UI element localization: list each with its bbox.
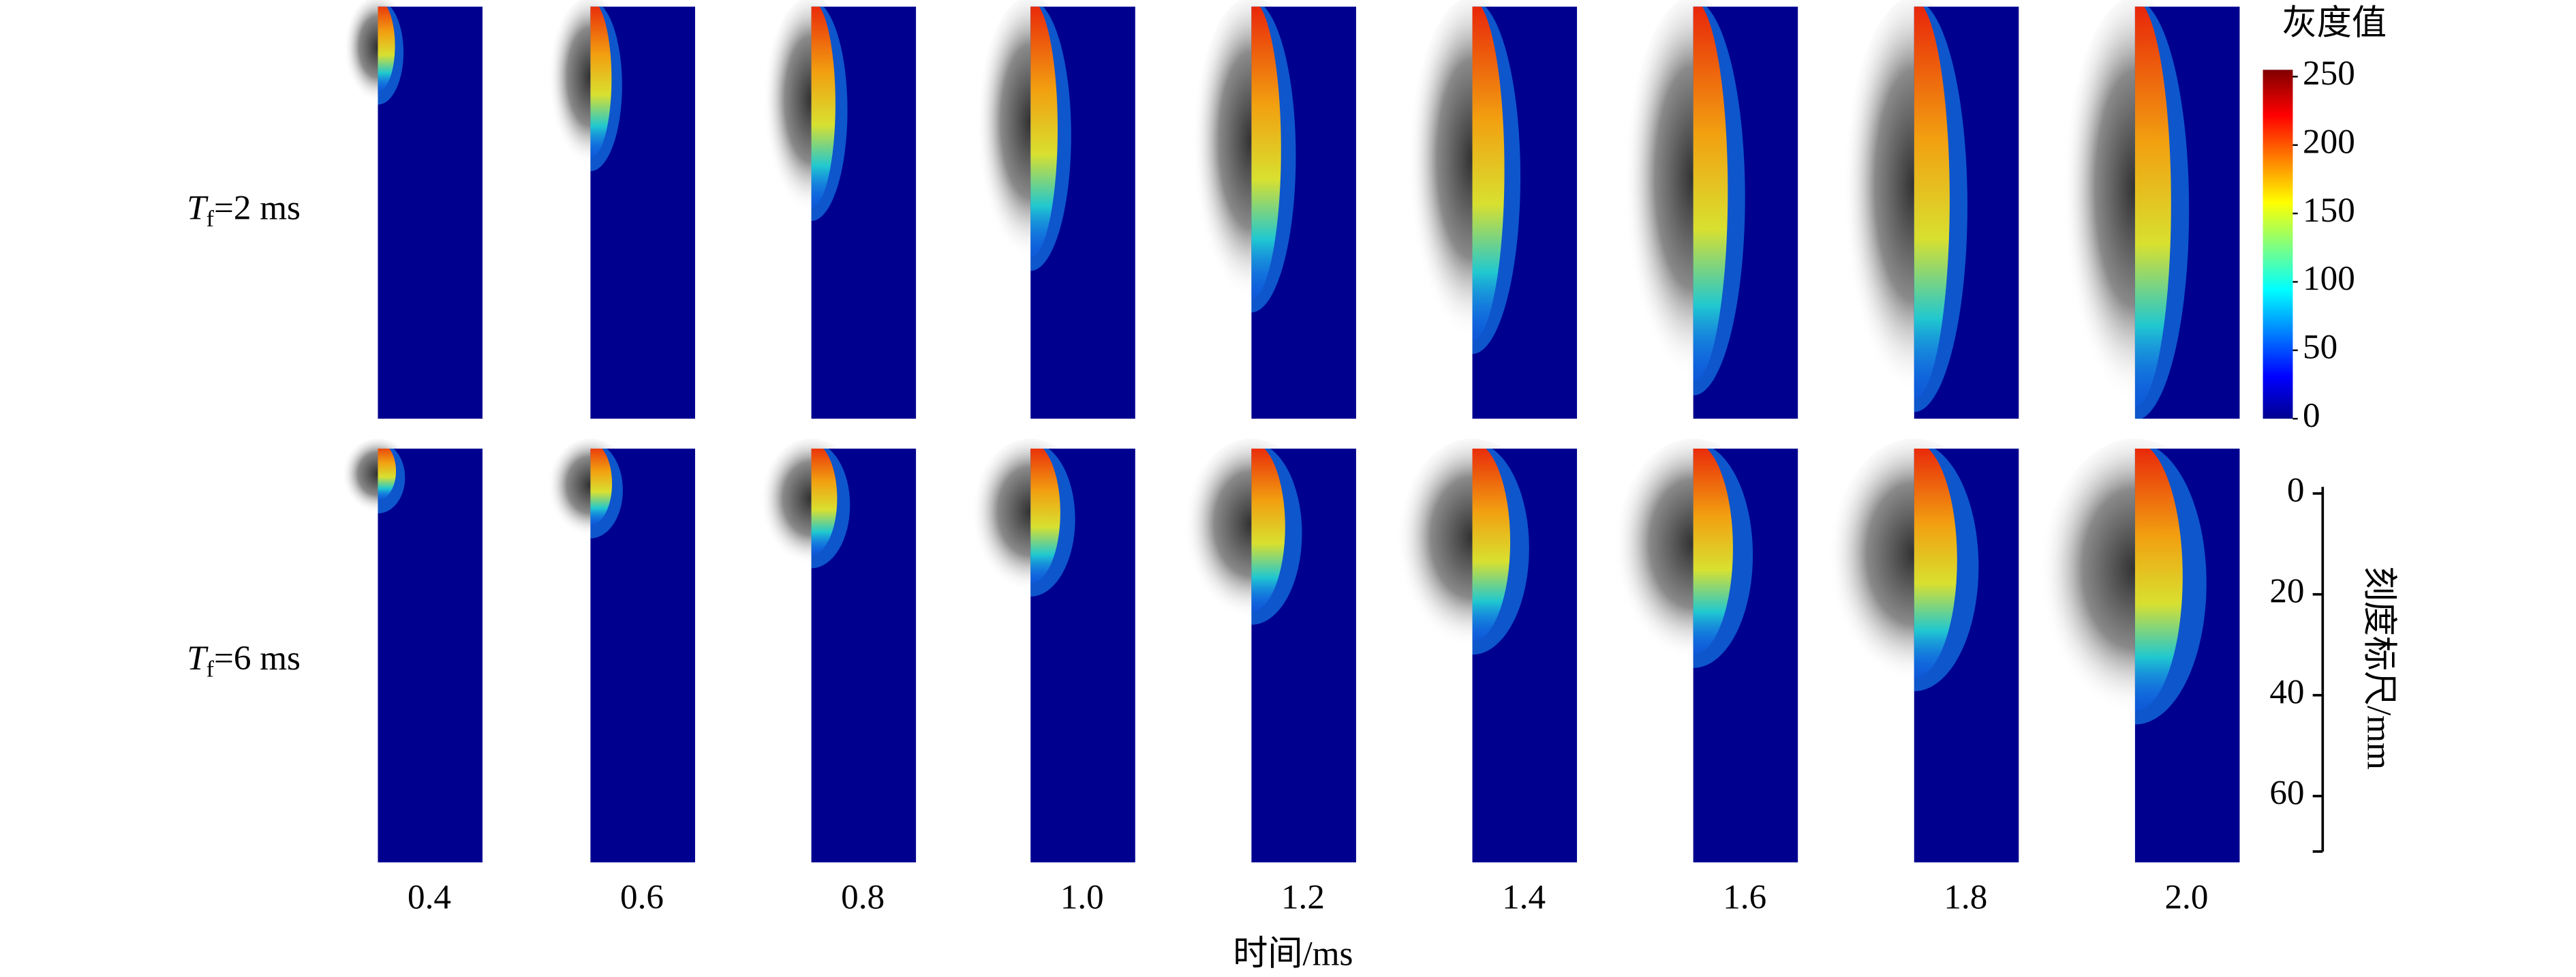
scale-bar-tick-label: 40 xyxy=(2269,672,2304,711)
row-label: Tf=2 ms xyxy=(187,188,301,232)
plume xyxy=(590,449,623,539)
scale-bar-tick-label: 60 xyxy=(2269,773,2304,812)
plume-core xyxy=(1251,6,1281,299)
plume-core xyxy=(590,6,612,158)
time-label: 0.8 xyxy=(841,878,885,917)
spray-panel xyxy=(1843,0,2019,419)
plume-core xyxy=(1472,449,1511,642)
time-label: 1.0 xyxy=(1060,878,1104,917)
x-axis-title: 时间/ms xyxy=(1233,935,1353,974)
plume xyxy=(378,449,405,514)
plume xyxy=(378,6,404,105)
time-label: 0.6 xyxy=(620,878,664,917)
plume-core xyxy=(811,6,835,208)
colorbar-tick-label: 250 xyxy=(2303,54,2355,93)
time-label: 1.8 xyxy=(1944,878,1987,917)
plume-core xyxy=(378,449,397,500)
plume xyxy=(2134,449,2207,725)
plume xyxy=(590,6,622,171)
plume-core xyxy=(1472,6,1505,341)
plume xyxy=(1472,6,1521,355)
spray-panel xyxy=(1192,0,1356,419)
plume-core xyxy=(1030,6,1058,258)
plume-core xyxy=(2134,6,2171,407)
plume-core xyxy=(1251,449,1285,612)
time-label: 1.6 xyxy=(1723,878,1766,917)
colorbar xyxy=(2263,70,2293,419)
plume-core xyxy=(1693,6,1728,382)
row-label-symbol: T xyxy=(187,639,209,678)
colorbar-tick-label: 50 xyxy=(2303,328,2337,367)
plume xyxy=(811,6,848,222)
spray-panel xyxy=(976,0,1135,419)
plume xyxy=(1914,6,1967,412)
spray-panel xyxy=(341,438,483,862)
plume xyxy=(1693,6,1745,395)
time-label: 1.4 xyxy=(1502,878,1546,917)
plume-core xyxy=(590,449,613,526)
plume-core xyxy=(1693,449,1733,655)
colorbar-title: 灰度值 xyxy=(2282,4,2387,43)
time-label: 1.2 xyxy=(1281,878,1325,917)
scale-bar-tick-label: 20 xyxy=(2269,571,2304,610)
spray-panel xyxy=(1408,0,1578,419)
plume xyxy=(1914,449,1979,691)
spray-panel xyxy=(1184,438,1356,862)
plume xyxy=(1472,449,1529,655)
spray-panel xyxy=(547,438,695,862)
plume xyxy=(2134,6,2190,419)
spray-panel xyxy=(1396,438,1578,862)
spray-panel xyxy=(759,438,917,862)
spray-panel xyxy=(971,438,1135,862)
spray-panel xyxy=(548,0,695,419)
spray-panel xyxy=(1828,438,2019,862)
plume xyxy=(1693,449,1753,668)
row-label-symbol: T xyxy=(187,188,209,227)
spray-panel xyxy=(763,0,917,419)
plume xyxy=(1030,6,1071,271)
row-label-subscript: f xyxy=(206,207,215,232)
row-label-text: =2 ms xyxy=(214,188,301,227)
colorbar-tick-label: 200 xyxy=(2303,122,2355,161)
spray-panel xyxy=(2040,438,2240,862)
spray-panel xyxy=(2063,0,2240,424)
scale-bar-title: 刻度标尺/mm xyxy=(2360,566,2399,769)
row-label-subscript: f xyxy=(206,657,215,682)
panel-background xyxy=(378,449,483,862)
colorbar-tick-label: 100 xyxy=(2303,259,2355,298)
plume xyxy=(1251,449,1302,625)
scale-bar-tick-label: 0 xyxy=(2287,471,2305,510)
plume-core xyxy=(378,6,395,92)
time-label: 2.0 xyxy=(2164,878,2208,917)
plume-core xyxy=(811,449,838,555)
plume-core xyxy=(1914,449,1957,678)
spray-panel xyxy=(1624,0,1798,419)
spray-panel xyxy=(343,0,483,419)
row-label-text: =6 ms xyxy=(214,639,301,678)
colorbar-tick-label: 0 xyxy=(2303,396,2320,435)
plume xyxy=(811,449,850,569)
plume-core xyxy=(2134,449,2183,712)
colorbar-tick-label: 150 xyxy=(2303,191,2355,230)
plume xyxy=(1251,6,1296,313)
time-label: 0.4 xyxy=(408,878,451,917)
plume-core xyxy=(1914,6,1950,399)
plume-core xyxy=(1030,449,1060,584)
row-label: Tf=6 ms xyxy=(187,639,301,682)
spray-panel xyxy=(1614,438,1798,862)
plume xyxy=(1030,449,1075,597)
